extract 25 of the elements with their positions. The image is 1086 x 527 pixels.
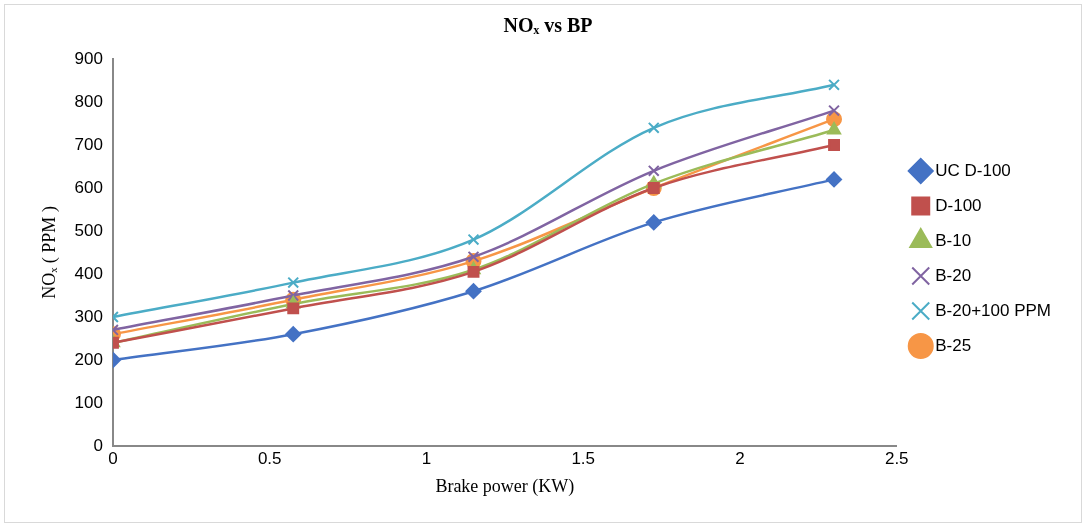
y-tick-label: 600 <box>74 177 103 197</box>
y-tick-label: 800 <box>74 91 103 111</box>
legend-label: B-20 <box>935 265 972 285</box>
x-tick-label: 0.5 <box>257 448 282 468</box>
x-tick-label: 2.5 <box>884 448 909 468</box>
y-tick-label: 0 <box>93 435 103 455</box>
y-tick-label: 500 <box>74 220 103 240</box>
x-tick-label: 1 <box>421 448 432 468</box>
legend-label: UC D-100 <box>935 160 1011 180</box>
y-tick-label: 400 <box>74 263 103 283</box>
y-tick-label: 200 <box>74 349 103 369</box>
y-tick-label: 100 <box>74 392 103 412</box>
y-tick-label: 300 <box>74 306 103 326</box>
x-tick-label: 2 <box>735 448 745 468</box>
legend-label: B-10 <box>935 230 972 250</box>
y-tick-label: 900 <box>74 48 103 68</box>
x-tick-label: 1.5 <box>571 448 596 468</box>
x-tick-label: 0 <box>108 448 118 468</box>
legend-label: D-100 <box>935 195 982 215</box>
x-axis-title: Brake power (KW) <box>435 475 575 497</box>
legend-label: B-25 <box>935 335 972 355</box>
y-axis-title: NOₓ ( PPM ) <box>38 206 60 299</box>
y-tick-label: 700 <box>74 134 103 154</box>
legend-label: B-20+100 PPM <box>935 300 1051 320</box>
chart-title: NOₓ vs BP <box>503 14 593 37</box>
